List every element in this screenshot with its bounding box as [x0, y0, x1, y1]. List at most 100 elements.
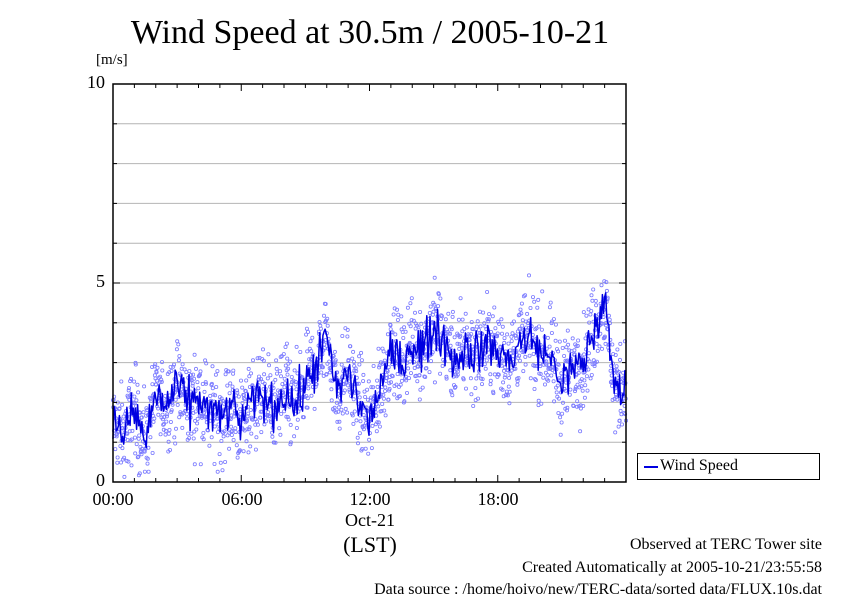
scatter-point [267, 413, 272, 418]
scatter-point [170, 402, 175, 407]
scatter-point [365, 387, 370, 392]
scatter-point [386, 397, 391, 402]
scatter-point [243, 389, 248, 394]
scatter-point [136, 436, 141, 441]
scatter-point [339, 407, 344, 412]
scatter-point [615, 347, 620, 352]
scatter-point [423, 374, 428, 379]
scatter-point [615, 397, 620, 402]
scatter-point [324, 371, 329, 376]
scatter-point [486, 319, 491, 324]
scatter-point [161, 421, 166, 426]
scatter-point [488, 378, 493, 383]
scatter-point [400, 352, 405, 357]
scatter-point [449, 327, 454, 332]
grid-lines [113, 123, 626, 443]
scatter-point [265, 376, 270, 381]
scatter-point [481, 310, 486, 315]
scatter-point [118, 444, 123, 449]
scatter-point [133, 362, 138, 367]
scatter-point [248, 407, 253, 412]
scatter-point [266, 410, 271, 415]
scatter-point [583, 383, 588, 388]
scatter-point [149, 398, 154, 403]
scatter-point [573, 389, 578, 394]
scatter-point [486, 317, 491, 322]
scatter-point [536, 297, 541, 302]
scatter-point [292, 434, 297, 439]
scatter-point [375, 378, 380, 383]
scatter-point [357, 395, 362, 400]
legend-swatch-wind-speed [644, 466, 658, 468]
series-line-wind-speed [112, 292, 627, 449]
scatter-point [420, 385, 425, 390]
scatter-point [258, 376, 263, 381]
scatter-point [532, 386, 537, 391]
scatter-point [411, 318, 416, 323]
scatter-point [492, 305, 497, 310]
scatter-point [214, 384, 219, 389]
scatter-point [590, 298, 595, 303]
x-tick-label-1800: 18:00 [477, 489, 519, 509]
scatter-point [473, 386, 478, 391]
scatter-point [238, 407, 243, 412]
scatter-point [332, 349, 337, 354]
scatter-point [394, 382, 399, 387]
scatter-point [145, 461, 150, 466]
scatter-point [374, 429, 379, 434]
scatter-point [132, 394, 137, 399]
scatter-point [575, 343, 580, 348]
scatter-point [418, 387, 423, 392]
scatter-point [501, 380, 506, 385]
scatter-point [499, 317, 504, 322]
scatter-point [591, 287, 596, 292]
scatter-point [247, 425, 252, 430]
scatter-point [505, 393, 510, 398]
scatter-point [361, 412, 366, 417]
scatter-point [212, 424, 217, 429]
scatter-point [333, 358, 338, 363]
scatter-point [130, 428, 135, 433]
scatter-point [345, 327, 350, 332]
scatter-point [471, 403, 476, 408]
scatter-point [399, 378, 404, 383]
scatter-point [145, 456, 150, 461]
scatter-point [448, 343, 453, 348]
scatter-point [194, 427, 199, 432]
scatter-point [237, 448, 242, 453]
scatter-point [407, 340, 412, 345]
scatter-point [283, 344, 288, 349]
scatter-point [193, 418, 198, 423]
scatter-point [270, 434, 275, 439]
scatter-point [257, 377, 262, 382]
scatter-point [557, 396, 562, 401]
scatter-point [230, 384, 235, 389]
scatter-point [139, 415, 144, 420]
scatter-point [523, 354, 528, 359]
scatter-point [398, 382, 403, 387]
x-date-label: Oct-21 [345, 510, 395, 530]
scatter-point [126, 388, 131, 393]
scatter-point [545, 372, 550, 377]
scatter-point [572, 348, 577, 353]
scatter-point [120, 402, 125, 407]
scatter-point [195, 380, 200, 385]
scatter-point [563, 338, 568, 343]
scatter-point [405, 305, 410, 310]
scatter-point [584, 374, 589, 379]
scatter-point [283, 363, 288, 368]
scatter-point [246, 450, 251, 455]
scatter-point [128, 376, 133, 381]
scatter-point [240, 385, 245, 390]
scatter-point [523, 293, 528, 298]
scatter-point [475, 396, 480, 401]
scatter-point [443, 317, 448, 322]
scatter-point [616, 369, 621, 374]
scatter-point [301, 415, 306, 420]
scatter-point [154, 370, 159, 375]
scatter-point [266, 352, 271, 357]
y-tick-label-5: 5 [96, 271, 105, 291]
scatter-point [159, 377, 164, 382]
scatter-point [138, 450, 143, 455]
scatter-point [580, 388, 585, 393]
